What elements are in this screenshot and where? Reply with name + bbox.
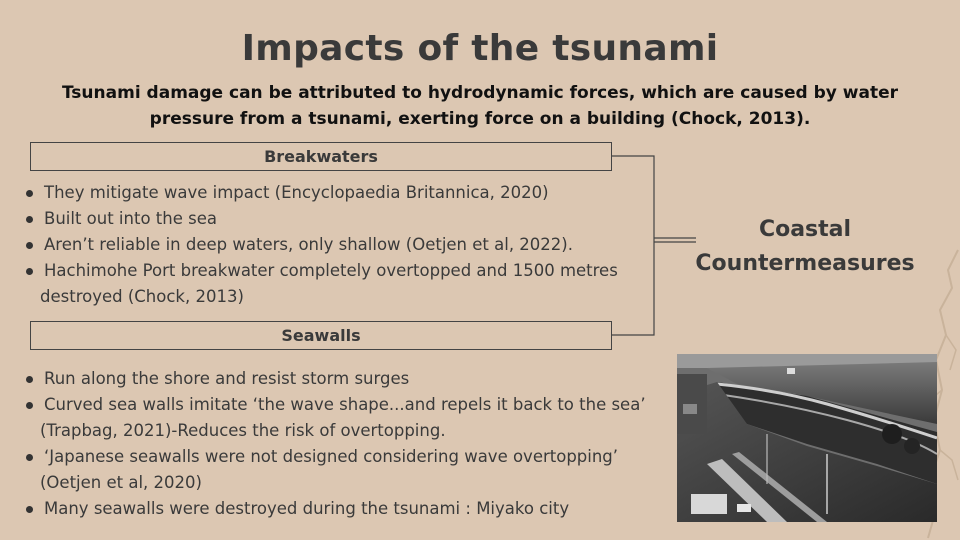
seawalls-heading-box: Seawalls — [30, 321, 612, 350]
breakwaters-heading-box: Breakwaters — [30, 142, 612, 171]
slide-subtitle: Tsunami damage can be attributed to hydr… — [61, 83, 899, 129]
list-item: Hachimohe Port breakwater completely ove… — [22, 258, 618, 310]
seawalls-list: Run along the shore and resist storm sur… — [22, 366, 646, 522]
seawalls-heading: Seawalls — [281, 326, 361, 345]
list-item: Run along the shore and resist storm sur… — [22, 366, 646, 392]
breakwaters-list: They mitigate wave impact (Encyclopaedia… — [22, 180, 618, 310]
coastal-countermeasures-label: Coastal Countermeasures — [695, 217, 915, 276]
list-item: Built out into the sea — [22, 206, 618, 232]
breakwaters-heading: Breakwaters — [264, 147, 378, 166]
list-item: They mitigate wave impact (Encyclopaedia… — [22, 180, 618, 206]
slide-title: Impacts of the tsunami — [241, 28, 719, 69]
list-item: ‘Japanese seawalls were not designed con… — [22, 444, 646, 496]
list-item: Many seawalls were destroyed during the … — [22, 496, 646, 522]
tsunami-photo — [677, 354, 937, 522]
list-item: Curved sea walls imitate ‘the wave shape… — [22, 392, 646, 444]
list-item: Aren’t reliable in deep waters, only sha… — [22, 232, 618, 258]
